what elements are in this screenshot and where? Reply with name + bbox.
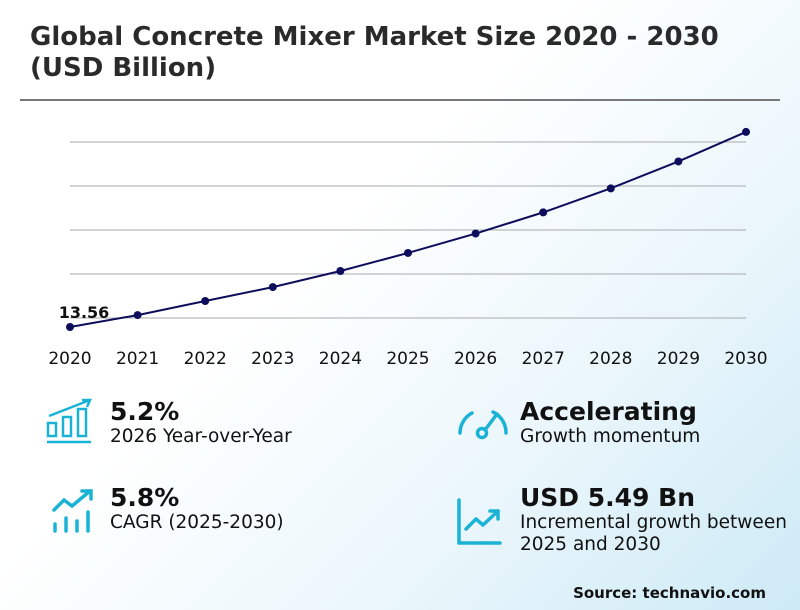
x-tick-label: 2028: [589, 349, 632, 369]
bar-chart-growth-icon: [46, 398, 92, 444]
stat-label: Growth momentum: [520, 426, 701, 447]
line-chart-icon: [457, 498, 502, 545]
series-line: [69, 131, 747, 328]
data-point: [539, 208, 548, 217]
x-tick-label: 2022: [184, 349, 227, 369]
stat-label: Incremental growth between 2025 and 2030: [520, 512, 787, 555]
x-tick-label: 2029: [657, 349, 700, 369]
data-point: [471, 229, 480, 238]
stat-value: USD 5.49 Bn: [520, 483, 695, 512]
stat-label: CAGR (2025-2030): [110, 512, 284, 533]
data-point: [674, 157, 683, 166]
data-point: [201, 296, 210, 305]
source-credit: Source: technavio.com: [573, 584, 766, 602]
x-tick-label: 2027: [522, 349, 565, 369]
x-tick-label: 2023: [251, 349, 294, 369]
data-point: [404, 248, 412, 257]
data-point: [268, 283, 277, 292]
gridlines: [70, 141, 746, 319]
stat-cagr: 5.8% CAGR (2025-2030): [110, 484, 284, 534]
stat-yoy: 5.2% 2026 Year-over-Year: [110, 398, 292, 448]
stat-incremental: USD 5.49 Bn Incremental growth between 2…: [520, 484, 790, 556]
trend-up-bars-icon: [52, 489, 93, 533]
x-tick-label: 2021: [116, 349, 159, 369]
stat-value: Accelerating: [520, 397, 697, 426]
stat-momentum: Accelerating Growth momentum: [520, 398, 700, 448]
x-tick-label: 2030: [724, 349, 767, 369]
data-point: [742, 127, 750, 136]
data-point: [606, 184, 615, 193]
data-point: [66, 323, 74, 331]
stat-label: 2026 Year-over-Year: [110, 426, 292, 447]
chart-title: Global Concrete Mixer Market Size 2020 -…: [30, 22, 719, 83]
data-point: [133, 311, 142, 320]
stat-value: 5.8%: [110, 483, 180, 512]
data-point: [336, 267, 345, 276]
stat-value: 5.2%: [110, 397, 180, 426]
line-chart: 2020 2021 2022 2023 2024 2025 2026 2027 2028 2029…: [48, 127, 768, 369]
x-tick-label: 2025: [386, 349, 429, 369]
title-divider: [20, 99, 780, 101]
x-tick-label: 2026: [454, 349, 497, 369]
data-label: 13.56: [59, 303, 110, 322]
x-tick-label: 2024: [319, 349, 362, 369]
x-tick-label: 2020: [48, 349, 91, 369]
speedometer-icon: [458, 410, 508, 440]
